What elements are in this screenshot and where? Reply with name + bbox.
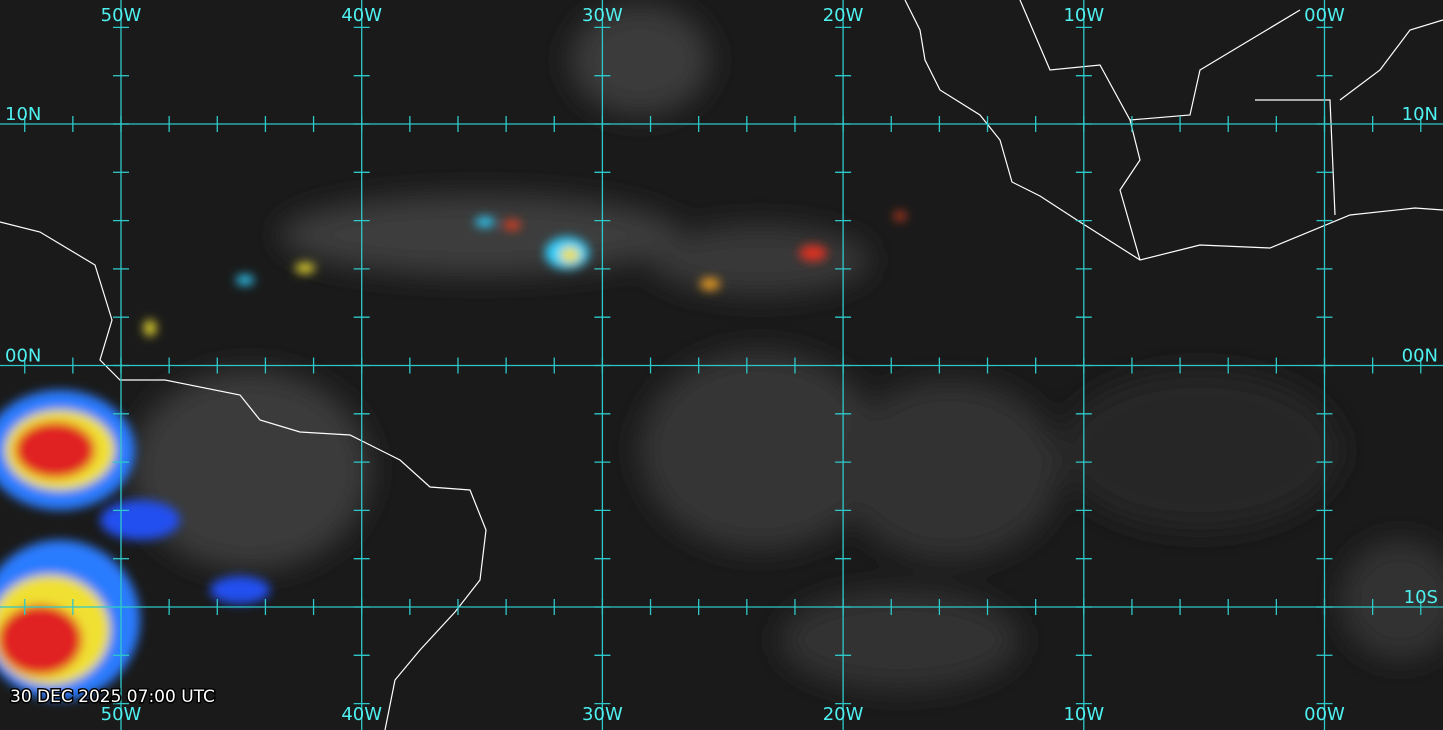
longitude-label: 30W [582,704,623,725]
clouds [130,5,1443,690]
latitude-label: 10N [1402,104,1438,125]
longitude-label: 10W [1063,704,1104,725]
longitude-label: 50W [101,704,142,725]
latitude-label: 10N [5,104,41,125]
latitude-label: 00N [1402,346,1438,367]
longitude-label: 50W [101,5,142,26]
longitude-label: 40W [341,704,382,725]
longitude-label: 20W [823,5,864,26]
timestamp: 30 DEC 2025 07:00 UTC [10,687,215,707]
longitude-label: 00W [1304,5,1345,26]
longitude-label: 30W [582,5,623,26]
longitude-label: 40W [341,5,382,26]
longitude-label: 10W [1063,5,1104,26]
latitude-label: 10S [1404,587,1438,608]
latitude-label: 00N [5,346,41,367]
longitude-label: 00W [1304,704,1345,725]
longitude-label: 20W [823,704,864,725]
convection [0,212,906,700]
